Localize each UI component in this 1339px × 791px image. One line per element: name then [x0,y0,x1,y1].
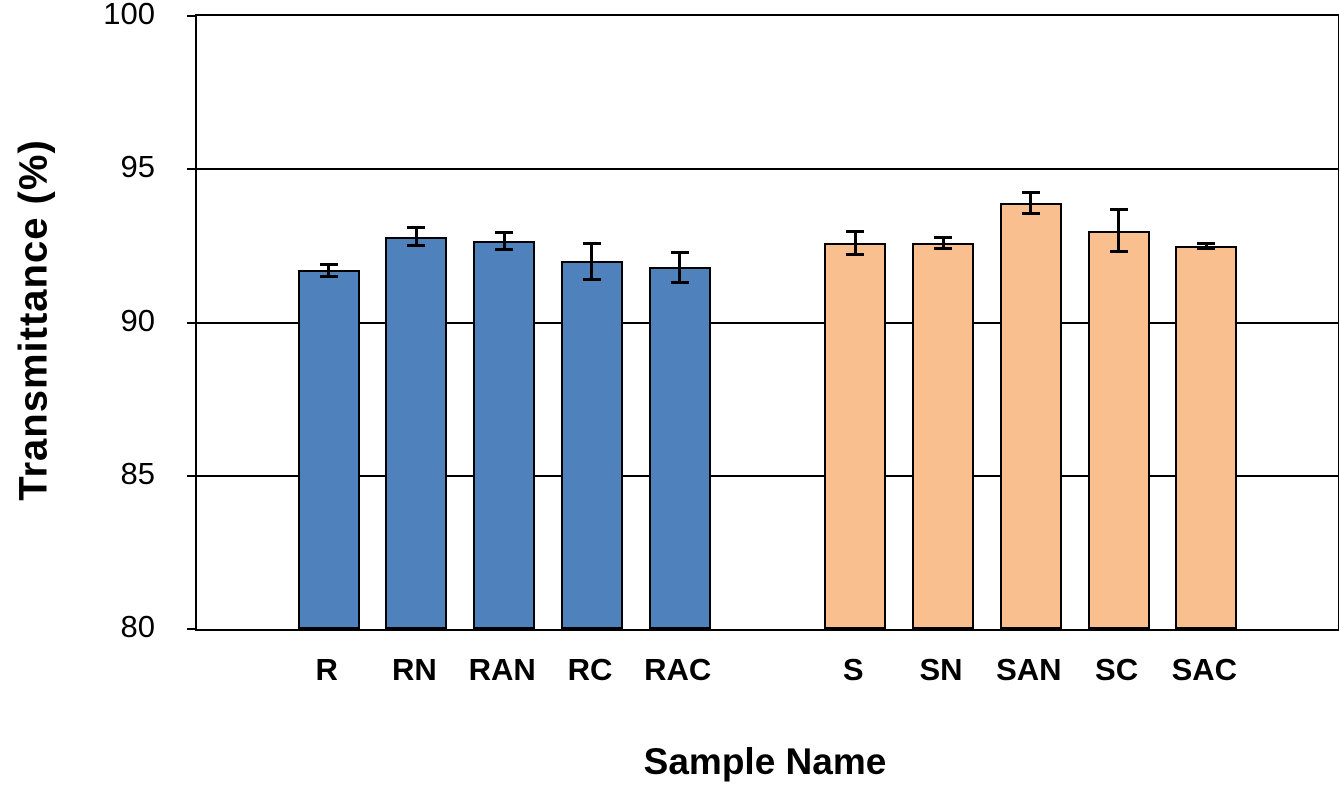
x-category-label-SAC: SAC [1171,652,1238,687]
error-bar-line-SAN [1029,192,1033,214]
y-axis-title: Transmittance (%) [11,139,56,501]
error-bar-line-S [853,230,857,256]
error-bar-cap-top-SAC [1197,241,1216,245]
y-tick-100 [187,15,195,17]
plot-area [187,14,1339,631]
y-tick-95 [187,168,195,171]
bar-SAC [1175,245,1238,629]
error-bar-cap-bottom-RAN [495,248,514,252]
y-tick-90 [187,321,195,324]
bar-RAC [648,267,711,629]
y-tick-80 [187,628,195,630]
x-category-label-SC: SC [1095,652,1139,687]
error-bar-cap-bottom-RN [407,243,426,247]
x-category-label-SAN: SAN [996,652,1062,687]
bar-SN [912,242,975,629]
error-bar-cap-top-SN [934,235,953,239]
bar-SC [1087,230,1150,629]
error-bar-cap-bottom-R [319,274,338,278]
y-tick-label-80: 80 [120,609,155,644]
error-bar-cap-top-SC [1109,208,1128,212]
bar-SAN [999,202,1062,629]
x-category-label-RAC: RAC [644,652,712,687]
bar-R [297,270,360,629]
error-bar-cap-bottom-SAC [1197,246,1216,250]
y-tick-label-85: 85 [120,455,155,491]
error-bar-cap-top-RAN [495,231,514,235]
gridline-y-95 [197,168,1338,171]
error-bar-cap-top-R [319,263,338,267]
error-bar-line-SAC [1204,242,1208,249]
error-bar-line-RC [590,242,594,280]
gridline-y-85 [197,474,1338,477]
y-tick-label-95: 95 [120,149,155,185]
x-category-label-RN: RN [392,652,437,687]
error-bar-cap-bottom-SC [1109,250,1128,253]
x-category-label-S: S [842,652,864,687]
x-axis-title: Sample Name [643,741,887,782]
bar-RN [385,236,448,629]
error-bar-cap-top-SAN [1021,191,1040,195]
x-category-label-RC: RC [567,652,613,687]
error-bar-line-RAC [678,252,682,283]
error-bar-cap-top-S [846,229,865,233]
error-bar-line-SN [941,236,945,249]
error-bar-line-RAN [502,232,506,251]
error-bar-line-SC [1117,209,1121,252]
x-category-label-R: R [315,652,338,687]
error-bar-line-R [327,264,331,277]
error-bar-cap-bottom-SAN [1021,211,1040,215]
gridline-y-90 [197,321,1338,324]
error-bar-cap-top-RN [407,226,426,230]
y-tick-label-100: 100 [103,0,155,31]
bar-S [824,242,887,629]
error-bar-cap-bottom-RC [582,277,601,281]
y-tick-label-90: 90 [120,302,155,338]
bar-RC [560,261,623,629]
y-tick-85 [187,474,195,477]
error-bar-cap-top-RC [582,241,601,245]
bar-RAN [473,241,536,629]
x-category-label-SN: SN [919,652,963,687]
error-bar-cap-bottom-SN [934,246,953,250]
error-bar-cap-top-RAC [670,251,689,254]
error-bar-cap-bottom-RAC [670,280,689,284]
error-bar-line-RN [414,227,418,246]
error-bar-cap-bottom-S [846,253,865,257]
x-category-label-RAN: RAN [468,652,536,687]
